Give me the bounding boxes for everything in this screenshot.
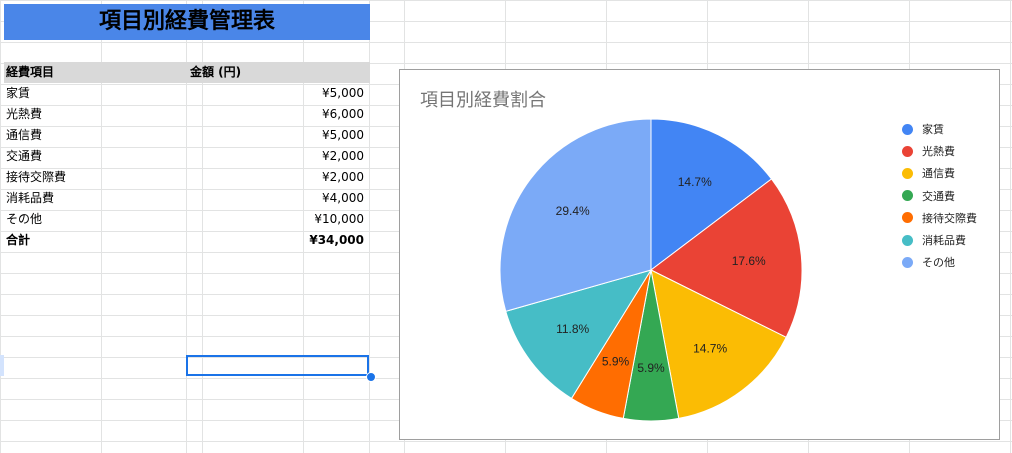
pie-slice-5[interactable] [505, 269, 653, 400]
row-label[interactable]: その他 [6, 212, 43, 226]
chart-legend: 家賃光熱費通信費交通費接待交際費消耗品費その他 [902, 118, 977, 273]
column-divider [186, 0, 187, 453]
slice-label: 11.8% [556, 322, 589, 336]
legend-item[interactable]: 消耗品費 [902, 229, 977, 251]
legend-label: 通信費 [922, 167, 955, 181]
slice-label: 5.9% [602, 355, 630, 369]
slice-label: 14.7% [678, 175, 712, 189]
row-amount[interactable]: ¥10,000 [314, 212, 364, 226]
slice-label: 17.6% [732, 254, 766, 268]
row-amount[interactable]: ¥2,000 [322, 170, 364, 184]
legend-item[interactable]: その他 [902, 251, 977, 273]
row-amount[interactable]: ¥5,000 [322, 86, 364, 100]
legend-swatch [902, 167, 913, 179]
legend-item[interactable]: 交通費 [902, 185, 977, 207]
header-row [4, 62, 370, 83]
legend-swatch [902, 123, 913, 135]
chart-title: 項目別経費割合 [420, 90, 546, 111]
legend-item[interactable]: 通信費 [902, 162, 977, 184]
total-label[interactable]: 合計 [6, 233, 31, 247]
legend-swatch [902, 145, 913, 157]
row-header-highlight [0, 355, 4, 376]
row-label[interactable]: 光熱費 [6, 107, 43, 121]
legend-item[interactable]: 接待交際費 [902, 207, 977, 229]
pie-slice-1[interactable] [650, 178, 803, 338]
row-amount[interactable]: ¥2,000 [322, 149, 364, 163]
row-label[interactable]: 消耗品費 [6, 191, 55, 205]
legend-item[interactable]: 光熱費 [902, 140, 977, 162]
pie-chart[interactable]: 項目別経費割合 14.7% 17.6% 14.7% 5.9% 5.9% 11.8% 29.4… [399, 69, 1000, 440]
legend-label: 光熱費 [922, 145, 955, 159]
legend-label: 交通費 [922, 189, 955, 203]
pie-plot: 14.7% 17.6% 14.7% 5.9% 5.9% 11.8% 29.4% [499, 118, 803, 422]
legend-label: 家賃 [922, 123, 944, 137]
slice-label: 5.9% [637, 361, 665, 375]
row-amount[interactable]: ¥4,000 [322, 191, 364, 205]
legend-label: その他 [922, 256, 955, 270]
header-category[interactable]: 経費項目 [6, 65, 55, 79]
total-amount[interactable]: ¥34,000 [309, 233, 364, 247]
row-amount[interactable]: ¥6,000 [322, 107, 364, 121]
legend-label: 接待交際費 [922, 211, 977, 225]
legend-swatch [902, 256, 913, 268]
legend-swatch [902, 234, 913, 246]
row-label[interactable]: 交通費 [6, 149, 43, 163]
row-label[interactable]: 接待交際費 [6, 170, 67, 184]
legend-item[interactable]: 家賃 [902, 118, 977, 140]
selected-cell[interactable] [186, 355, 369, 376]
row-label[interactable]: 通信費 [6, 128, 43, 142]
header-amount[interactable]: 金額 (円) [190, 65, 242, 79]
legend-swatch [902, 212, 913, 224]
column-divider [369, 0, 370, 453]
pie-slice-2[interactable] [650, 269, 787, 420]
row-amount[interactable]: ¥5,000 [322, 128, 364, 142]
slice-label: 14.7% [693, 341, 727, 355]
legend-label: 消耗品費 [922, 234, 966, 248]
fill-handle[interactable] [366, 372, 376, 382]
pie-slice-6[interactable] [499, 118, 652, 312]
sheet-title-cell[interactable]: 項目別経費管理表 [4, 4, 370, 40]
slice-label: 29.4% [556, 204, 590, 218]
legend-swatch [902, 190, 913, 202]
row-label[interactable]: 家賃 [6, 86, 31, 100]
pie-slice-0[interactable] [650, 118, 773, 272]
